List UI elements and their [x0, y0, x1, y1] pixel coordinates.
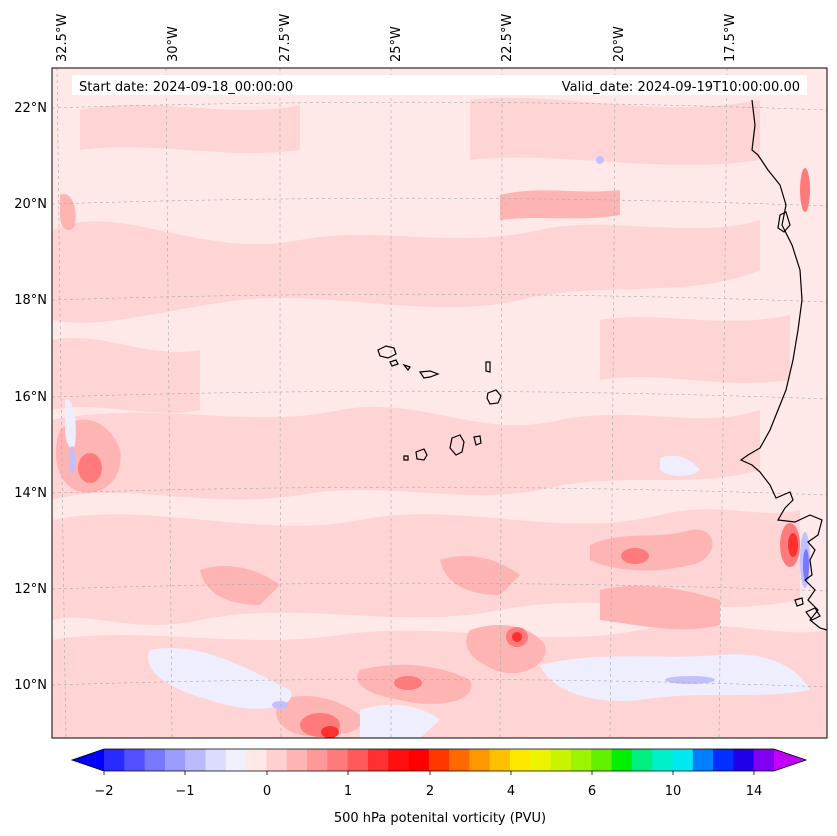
colorbar-swatch [672, 749, 694, 771]
colorbar-swatch [104, 749, 125, 771]
lat-label: 22°N [14, 101, 47, 116]
colorbar-ticks: −2 −1 0 1 2 4 6 10 14 [94, 784, 762, 799]
lat-label: 20°N [14, 197, 47, 212]
colorbar-swatch [489, 749, 511, 771]
colorbar-tick-label: −1 [175, 784, 194, 799]
latitude-labels: 22°N 20°N 18°N 16°N 14°N 12°N 10°N [14, 101, 47, 693]
colorbar-swatch [225, 749, 247, 771]
valid-date-label: Valid_date: 2024-09-19T10:00:00.00 [562, 80, 800, 95]
header-box [72, 75, 807, 95]
lon-label: 25°W [389, 26, 404, 62]
colorbar-swatch [692, 749, 714, 771]
lon-label: 30°W [166, 26, 181, 62]
colorbar-swatch [550, 749, 572, 771]
colorbar-tick-label: 1 [344, 784, 352, 799]
colorbar-swatch [286, 749, 308, 771]
lon-label: 27.5°W [278, 14, 293, 62]
colorbar-swatch [164, 749, 186, 771]
colorbar-swatch [449, 749, 470, 771]
colorbar-swatch [591, 749, 612, 771]
lon-label: 20°W [612, 26, 627, 62]
colorbar-extend-high [774, 749, 806, 771]
colorbar-swatch [570, 749, 592, 771]
longitude-labels: 32.5°W 30°W 27.5°W 25°W 22.5°W 20°W 17.5… [55, 14, 738, 62]
colorbar-swatch [347, 749, 369, 771]
colorbar-swatch [713, 749, 734, 771]
colorbar-swatch [733, 749, 755, 771]
colorbar-tick-label: 0 [263, 784, 271, 799]
colorbar-tick-label: 4 [507, 784, 515, 799]
colorbar-swatch [144, 749, 166, 771]
colorbar-swatch [753, 749, 775, 771]
colorbar-swatch [652, 749, 673, 771]
colorbar-swatch [631, 749, 653, 771]
lon-label: 32.5°W [55, 14, 70, 62]
colorbar-tick-label: 14 [746, 784, 763, 799]
colorbar-swatch [408, 749, 430, 771]
colorbar-tick-label: −2 [94, 784, 113, 799]
colorbar-swatch [428, 749, 450, 771]
colorbar-swatch [530, 749, 552, 771]
colorbar-tick-label: 6 [588, 784, 596, 799]
lon-label: 17.5°W [723, 14, 738, 62]
lat-label: 14°N [14, 486, 47, 501]
lat-label: 16°N [14, 390, 47, 405]
colorbar-swatch [367, 749, 389, 771]
lon-label: 22.5°W [500, 14, 515, 62]
map-plot: Start date: 2024-09-18_00:00:00 Valid_da… [52, 68, 827, 738]
colorbar-swatch [611, 749, 633, 771]
colorbar-swatch [205, 749, 227, 771]
colorbar-tick-label: 2 [426, 784, 434, 799]
african-coastline [739, 99, 827, 631]
colorbar-swatch [327, 749, 349, 771]
colorbar-swatch [266, 749, 288, 771]
colorbar [70, 748, 808, 775]
colorbar-tick-label: 10 [665, 784, 682, 799]
graticule [52, 68, 827, 738]
colorbar-swatch [307, 749, 328, 771]
lat-label: 18°N [14, 293, 47, 308]
colorbar-swatch [185, 749, 206, 771]
lat-label: 12°N [14, 582, 47, 597]
map-frame [51, 67, 828, 739]
colorbar-swatch [124, 749, 145, 771]
colorbar-swatch [469, 749, 491, 771]
start-date-label: Start date: 2024-09-18_00:00:00 [79, 80, 293, 95]
colorbar-swatch [246, 749, 267, 771]
colorbar-swatch [388, 749, 409, 771]
colorbar-label: 500 hPa potenital vorticity (PVU) [334, 811, 546, 826]
colorbar-swatch [510, 749, 531, 771]
cape-verde-islands [377, 345, 502, 461]
colorbar-extend-low [72, 749, 104, 771]
lat-label: 10°N [14, 678, 47, 693]
